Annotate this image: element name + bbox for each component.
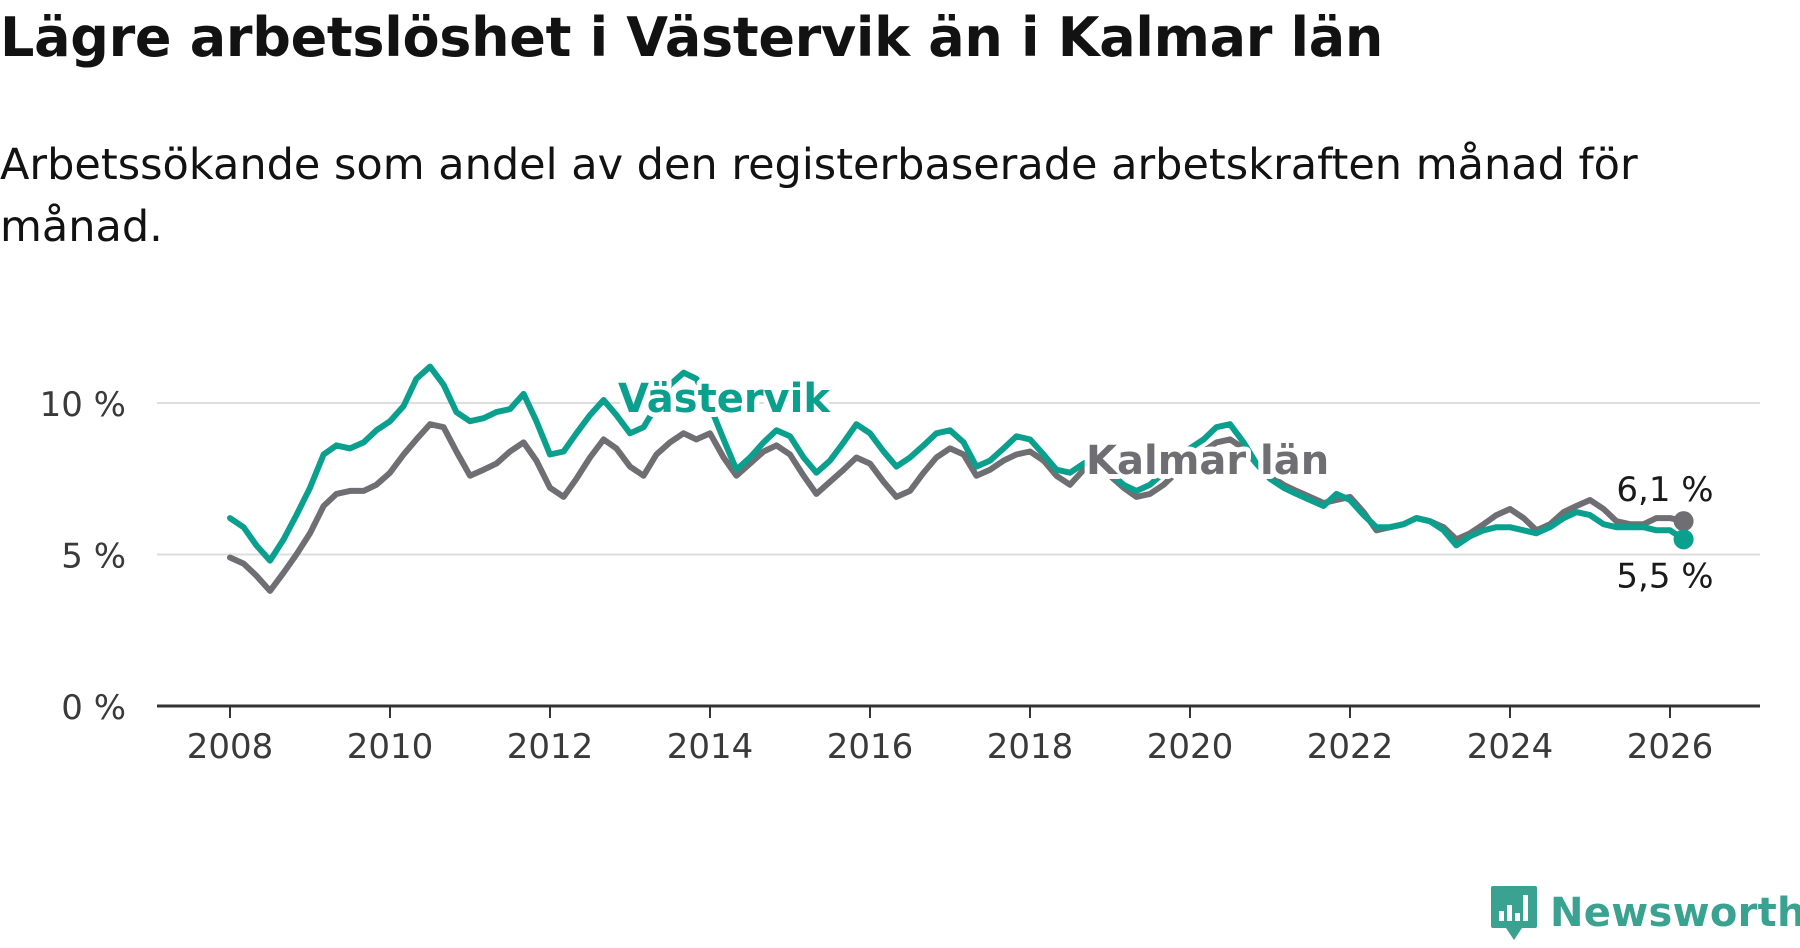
y-tick-label: 10 %: [40, 385, 126, 425]
series-end-point-v-stervik: [1673, 529, 1694, 550]
end-value-label-kalmar-lan: 6,1 %: [1616, 470, 1713, 510]
newsworthy-logo-icon: [1491, 886, 1537, 940]
x-tick-label: 2026: [1627, 727, 1714, 767]
brand-name: Newsworthy: [1550, 890, 1800, 936]
x-tick-label: 2024: [1467, 727, 1554, 767]
series-label-kalmar-lan: Kalmar län: [1086, 438, 1329, 484]
series-end-point-kalmar-l-n: [1673, 511, 1694, 532]
x-tick-label: 2008: [187, 727, 274, 767]
series-line-v-stervik: [227, 363, 1687, 564]
x-tick-label: 2022: [1307, 727, 1394, 767]
y-tick-label: 0 %: [61, 688, 126, 728]
x-tick-label: 2010: [347, 727, 434, 767]
x-tick-label: 2016: [827, 727, 914, 767]
chart-title: Lägre arbetslöshet i Västervik än i Kalm…: [0, 6, 1384, 69]
y-tick-label: 5 %: [61, 537, 126, 577]
end-value-label-vastervik: 5,5 %: [1616, 556, 1713, 596]
x-tick-label: 2014: [667, 727, 754, 767]
chart-subtitle: Arbetssökande som andel av den registerb…: [0, 140, 1638, 252]
series-line-kalmar-l-n: [227, 421, 1687, 594]
x-tick-label: 2020: [1147, 727, 1234, 767]
series-label-vastervik: Västervik: [618, 376, 831, 422]
x-tick-label: 2018: [987, 727, 1074, 767]
newsworthy-brand: Newsworthy: [1490, 884, 1800, 942]
x-tick-label: 2012: [507, 727, 594, 767]
